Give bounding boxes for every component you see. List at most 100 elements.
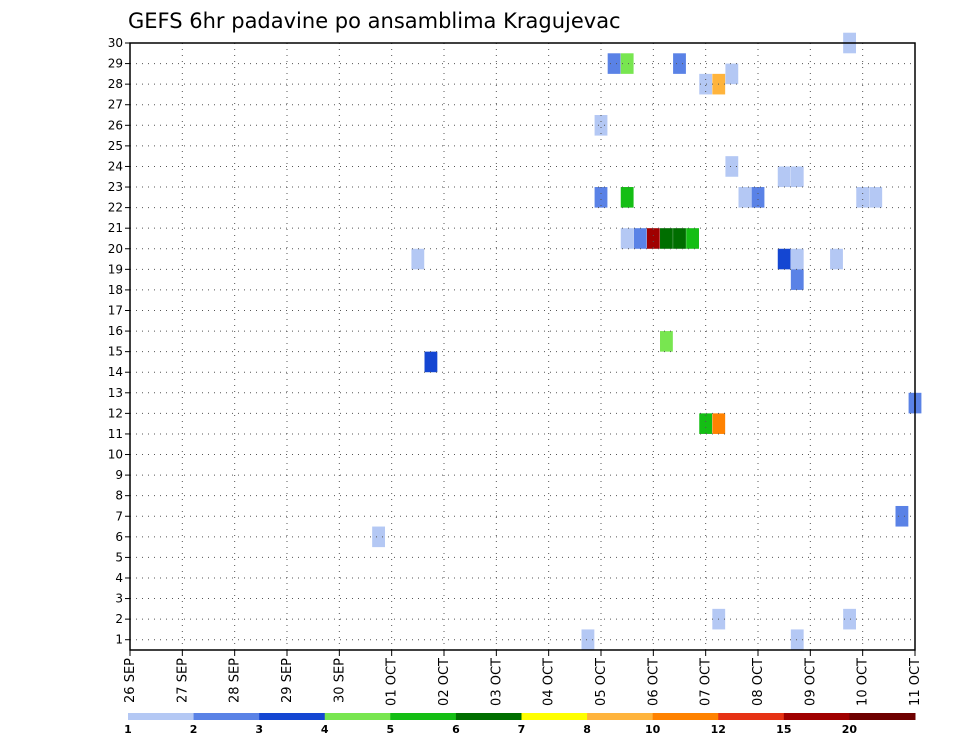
x-tick-label: 05 OCT bbox=[594, 658, 609, 706]
plot-frame bbox=[129, 42, 916, 651]
x-tick-label: 11 OCT bbox=[908, 658, 923, 706]
heatmap-cell bbox=[856, 187, 870, 208]
heatmap-cell bbox=[751, 187, 765, 208]
x-tick-label: 06 OCT bbox=[646, 658, 661, 706]
legend-swatch bbox=[324, 713, 391, 720]
x-tick-label: 10 OCT bbox=[856, 658, 871, 706]
y-tick-label: 30 bbox=[108, 36, 123, 50]
y-tick-label: 13 bbox=[108, 386, 123, 400]
y-tick-label: 19 bbox=[108, 262, 123, 276]
heatmap-cell bbox=[620, 228, 634, 249]
heatmap-cell bbox=[607, 53, 621, 74]
heatmap-cell bbox=[699, 73, 713, 95]
x-axis: 26 SEP 27 SEP 28 SEP 29 SEP 30 SEP 01 OCT 02 O… bbox=[123, 650, 923, 706]
y-tick-label: 9 bbox=[115, 468, 123, 482]
heatmap-cell bbox=[843, 608, 856, 630]
x-tick-label: 03 OCT bbox=[489, 658, 504, 706]
legend-swatch bbox=[390, 713, 457, 720]
y-tick-label: 16 bbox=[108, 324, 123, 338]
y-tick-label: 17 bbox=[108, 303, 123, 317]
heatmap-cell bbox=[777, 248, 791, 270]
x-tick-label: 29 SEP bbox=[280, 658, 295, 703]
heatmap-cell bbox=[738, 187, 752, 208]
legend-swatch bbox=[849, 713, 916, 720]
color-legend: 1 2 3 4 5 6 7 8 10 12 15 20 bbox=[124, 713, 916, 736]
y-tick-label: 25 bbox=[108, 139, 123, 153]
x-tick-label: 08 OCT bbox=[751, 658, 766, 706]
heatmap-cells bbox=[372, 32, 922, 650]
chart-title: GEFS 6hr padavine po ansamblima Kragujev… bbox=[128, 9, 621, 33]
y-tick-label: 28 bbox=[108, 77, 123, 91]
heatmap-cell bbox=[581, 629, 595, 650]
x-tick-label: 09 OCT bbox=[803, 658, 818, 706]
y-tick-label: 24 bbox=[108, 159, 123, 173]
heatmap-cell bbox=[424, 351, 438, 373]
heatmap-cell bbox=[686, 228, 699, 249]
legend-swatch bbox=[783, 713, 850, 720]
heatmap-cell bbox=[620, 53, 634, 74]
legend-label: 20 bbox=[842, 723, 858, 736]
heatmap-cell bbox=[594, 115, 608, 136]
heatmap-cell bbox=[699, 413, 713, 434]
heatmap-cell bbox=[620, 187, 634, 208]
heatmap-cell bbox=[594, 187, 608, 208]
heatmap-cell bbox=[646, 228, 660, 249]
heatmap-cell bbox=[660, 228, 673, 249]
heatmap-cell bbox=[895, 505, 909, 527]
heatmap-cell bbox=[725, 156, 739, 177]
legend-swatch bbox=[652, 713, 719, 720]
legend-label: 7 bbox=[518, 723, 526, 736]
legend-swatch bbox=[193, 713, 260, 720]
heatmap-cell bbox=[633, 228, 647, 249]
y-tick-label: 20 bbox=[108, 242, 123, 256]
x-tick-label: 02 OCT bbox=[437, 658, 452, 706]
heatmap-cell bbox=[790, 269, 804, 290]
legend-label: 4 bbox=[321, 723, 329, 736]
heatmap-cell bbox=[790, 629, 804, 650]
legend-label: 5 bbox=[387, 723, 395, 736]
y-tick-label: 11 bbox=[108, 427, 123, 441]
legend-label: 8 bbox=[583, 723, 591, 736]
legend-label: 12 bbox=[711, 723, 726, 736]
y-tick-label: 6 bbox=[115, 530, 123, 544]
legend-label: 3 bbox=[255, 723, 263, 736]
y-tick-label: 29 bbox=[108, 57, 123, 71]
heatmap-cell bbox=[790, 248, 804, 270]
y-tick-label: 27 bbox=[108, 98, 123, 112]
legend-label: 10 bbox=[645, 723, 661, 736]
y-tick-label: 7 bbox=[115, 509, 123, 523]
x-tick-label: 28 SEP bbox=[228, 658, 243, 703]
heatmap-cell bbox=[869, 187, 883, 208]
x-tick-label: 26 SEP bbox=[123, 658, 138, 703]
legend-swatch bbox=[718, 713, 785, 720]
heatmap-cell bbox=[830, 248, 843, 270]
y-tick-label: 26 bbox=[108, 118, 123, 132]
legend-swatch bbox=[455, 713, 522, 720]
x-tick-label: 04 OCT bbox=[542, 658, 557, 706]
legend-label: 6 bbox=[452, 723, 460, 736]
legend-swatch bbox=[259, 713, 326, 720]
x-tick-label: 07 OCT bbox=[699, 658, 714, 706]
y-tick-label: 3 bbox=[115, 592, 123, 606]
heatmap-cell bbox=[712, 413, 726, 434]
y-tick-label: 8 bbox=[115, 489, 123, 503]
y-tick-label: 5 bbox=[115, 550, 123, 564]
heatmap-cell bbox=[673, 228, 686, 249]
y-tick-label: 12 bbox=[108, 406, 123, 420]
x-tick-label: 01 OCT bbox=[385, 658, 400, 706]
heatmap-cell bbox=[673, 53, 686, 74]
y-tick-label: 4 bbox=[115, 571, 123, 585]
grid-lines bbox=[130, 42, 915, 650]
y-tick-label: 14 bbox=[108, 365, 123, 379]
y-tick-label: 10 bbox=[108, 448, 123, 462]
y-axis: 1234567891011121314151617181920212223242… bbox=[108, 36, 130, 647]
x-tick-label: 27 SEP bbox=[175, 658, 190, 703]
legend-swatch bbox=[521, 713, 588, 720]
y-tick-label: 1 bbox=[115, 633, 123, 647]
heatmap-cell bbox=[411, 248, 425, 270]
heatmap-cell bbox=[725, 63, 739, 85]
legend-label: 2 bbox=[190, 723, 198, 736]
y-tick-label: 21 bbox=[108, 221, 123, 235]
y-tick-label: 18 bbox=[108, 283, 123, 297]
